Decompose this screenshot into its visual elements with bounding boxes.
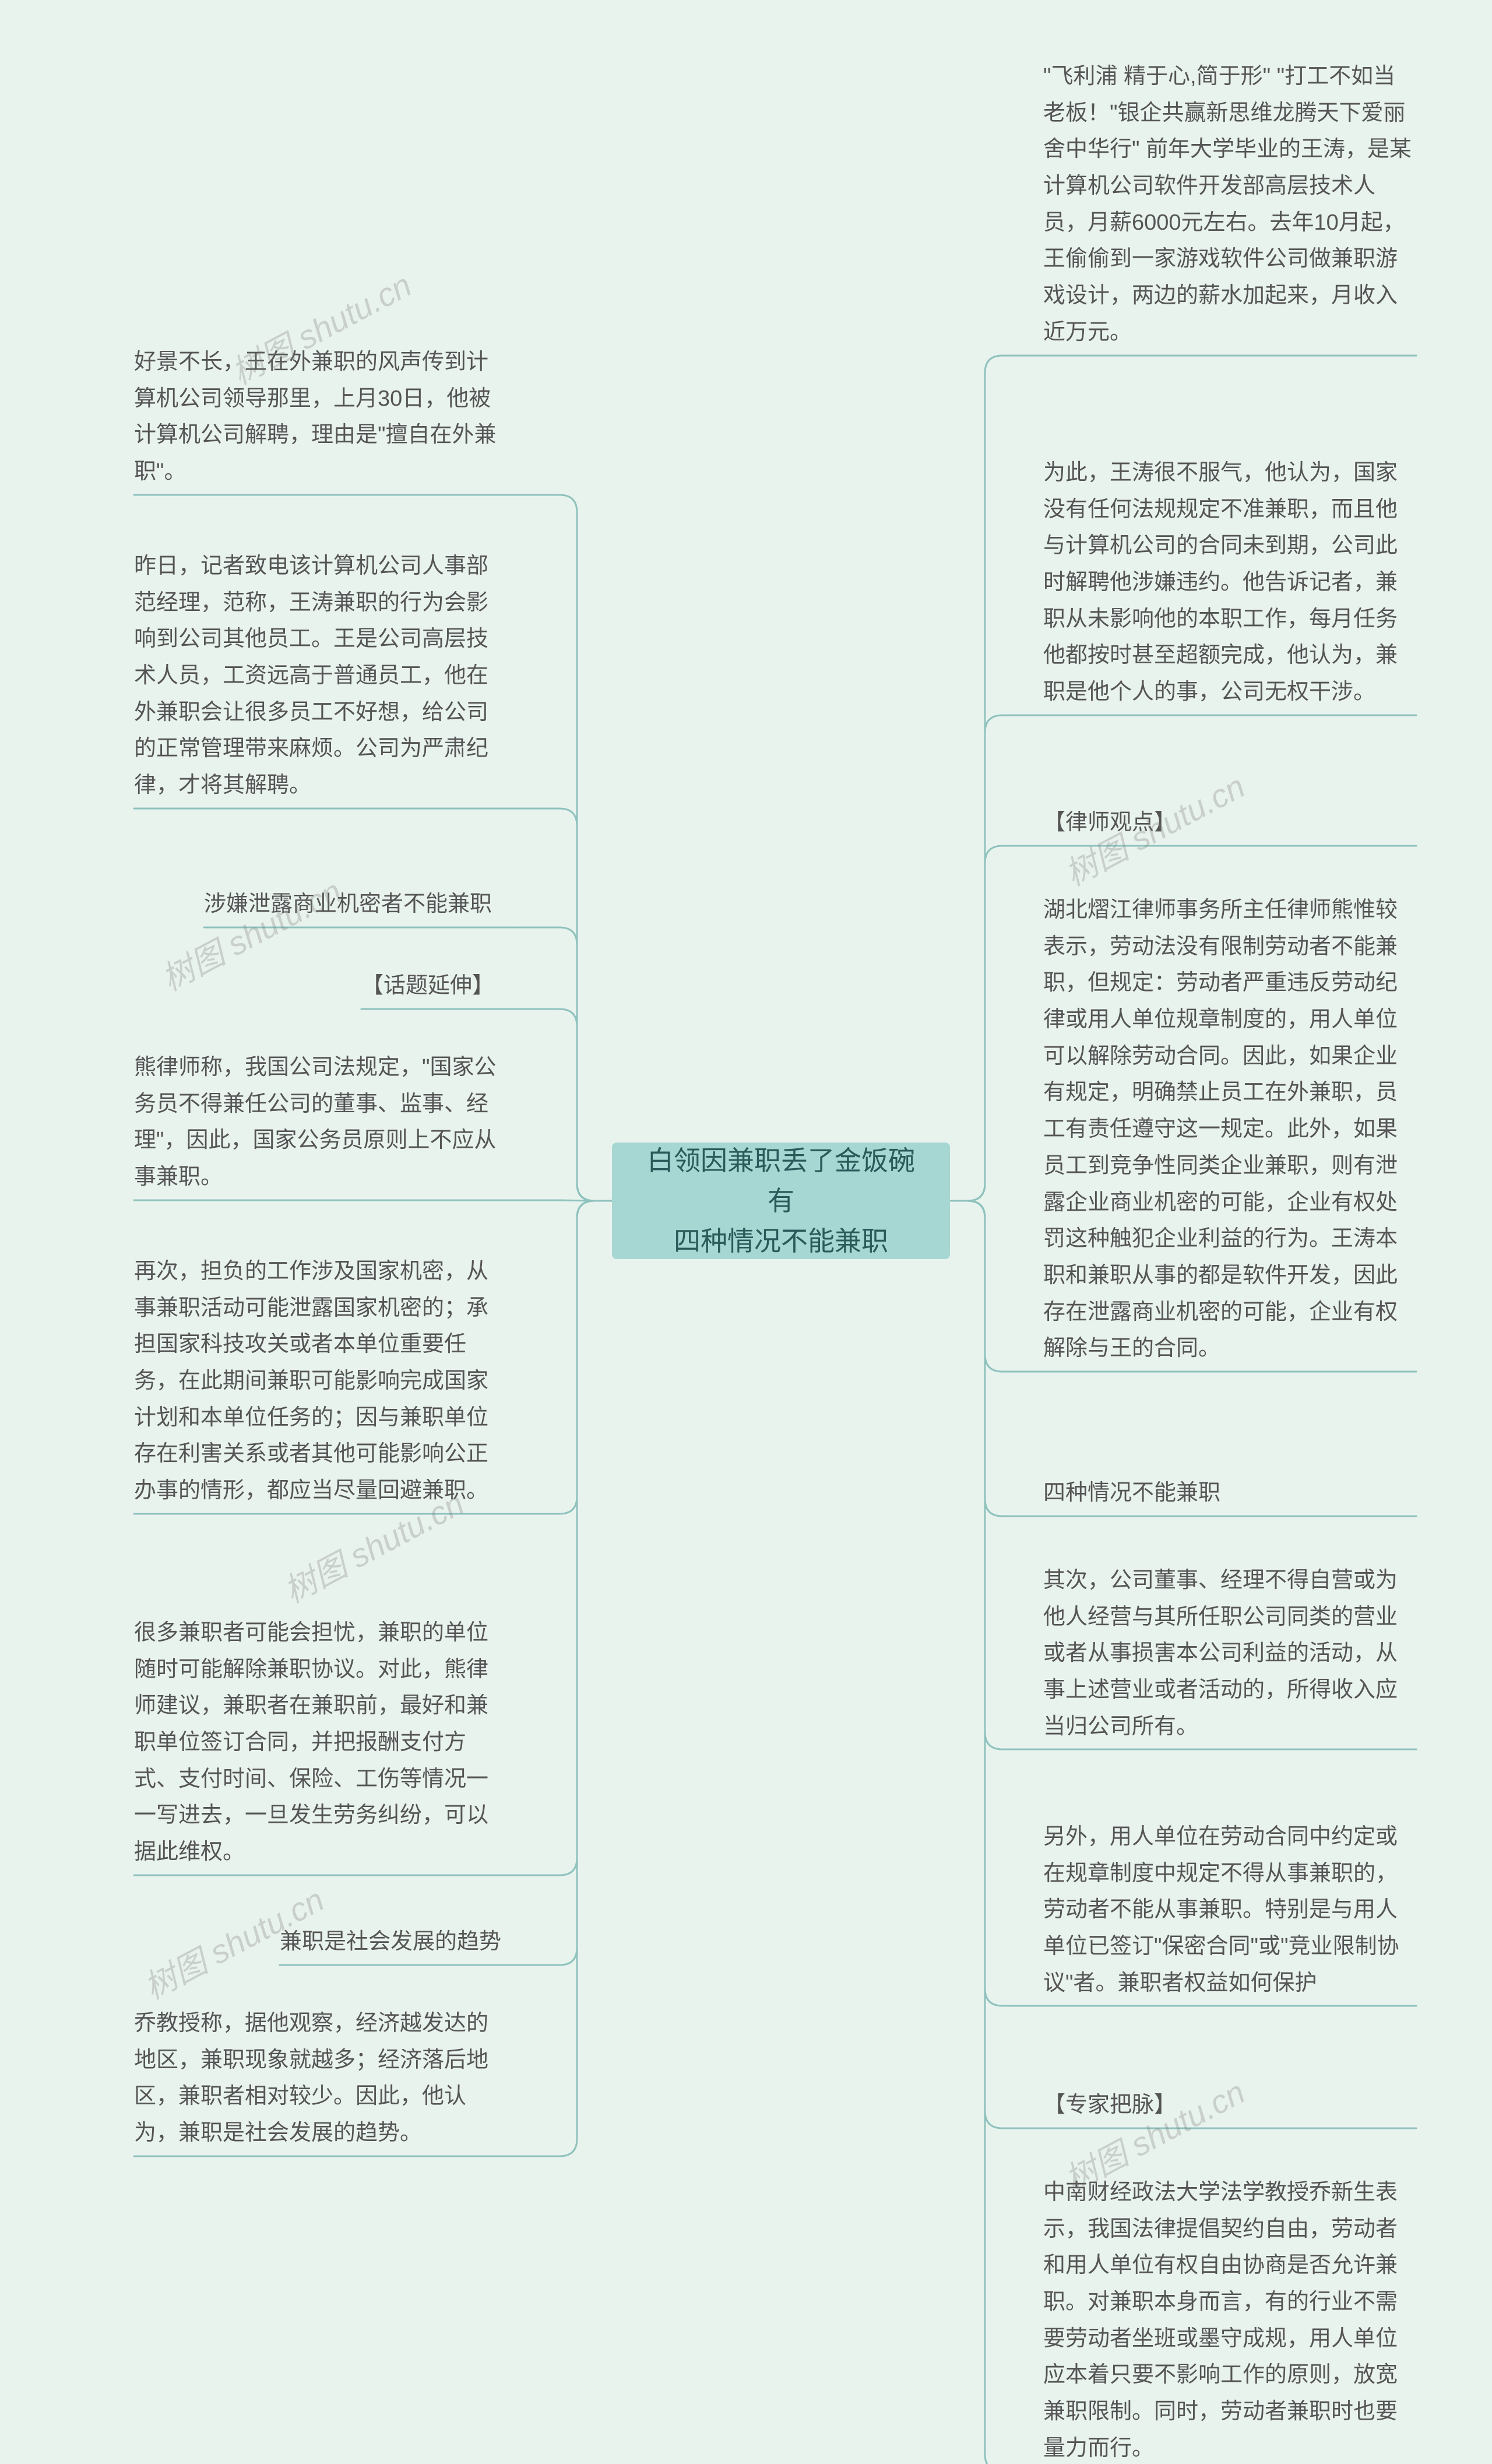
branch-l8: 兼职是社会发展的趋势	[280, 1924, 513, 1960]
branch-l7: 很多兼职者可能会担忧，兼职的单位随时可能解除兼职协议。对此，熊律师建议，兼职者在…	[134, 1615, 507, 1871]
branch-r8: 【专家把脉】	[1043, 2087, 1416, 2124]
branch-l5: 熊律师称，我国公司法规定，"国家公务员不得兼任公司的董事、监事、经理"，因此，国…	[134, 1049, 507, 1196]
branch-l6: 再次，担负的工作涉及国家机密，从事兼职活动可能泄露国家机密的；承担国家科技攻关或…	[134, 1253, 507, 1509]
branch-l3: 涉嫌泄露商业机密者不能兼职	[204, 886, 507, 923]
branch-l1: 好景不长，王在外兼职的风声传到计算机公司领导那里，上月30日，他被计算机公司解聘…	[134, 344, 507, 490]
center-topic: 白领因兼职丢了金饭碗 有 四种情况不能兼职	[612, 1143, 950, 1259]
branch-l9: 乔教授称，据他观察，经济越发达的地区，兼职现象就越多；经济落后地区，兼职者相对较…	[134, 2005, 507, 2152]
branch-l4: 【话题延伸】	[361, 968, 513, 1004]
branch-r5: 四种情况不能兼职	[1043, 1475, 1416, 1512]
mindmap-canvas: 白领因兼职丢了金饭碗 有 四种情况不能兼职 "飞利浦 精于心,简于形" "打工不…	[0, 0, 1492, 2464]
branch-r1: "飞利浦 精于心,简于形" "打工不如当老板！"银企共赢新思维龙腾天下爱丽舍中华…	[1043, 58, 1416, 351]
branch-r9: 中南财经政法大学法学教授乔新生表示，我国法律提倡契约自由，劳动者和用人单位有权自…	[1043, 2174, 1416, 2464]
branch-r4: 湖北熠江律师事务所主任律师熊惟较表示，劳动法没有限制劳动者不能兼职，但规定：劳动…	[1043, 892, 1416, 1367]
branch-r6: 其次，公司董事、经理不得自营或为他人经营与其所任职公司同类的营业或者从事损害本公…	[1043, 1562, 1416, 1745]
branch-l2: 昨日，记者致电该计算机公司人事部范经理，范称，王涛兼职的行为会影响到公司其他员工…	[134, 548, 507, 804]
branch-r3: 【律师观点】	[1043, 804, 1416, 841]
branch-r2: 为此，王涛很不服气，他认为，国家没有任何法规规定不准兼职，而且他与计算机公司的合…	[1043, 455, 1416, 711]
branch-r7: 另外，用人单位在劳动合同中约定或在规章制度中规定不得从事兼职的，劳动者不能从事兼…	[1043, 1819, 1416, 2001]
